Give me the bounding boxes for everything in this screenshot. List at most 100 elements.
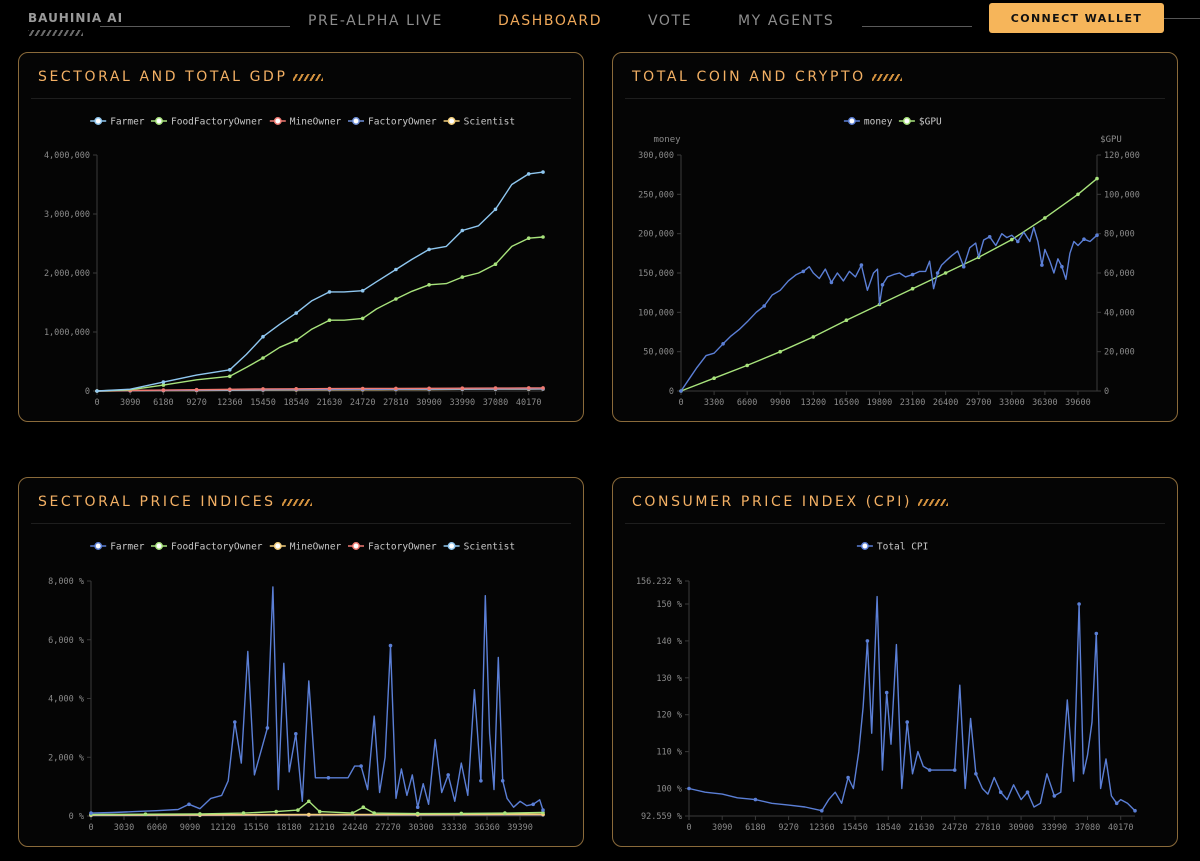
data-point — [233, 720, 237, 724]
legend-item-mineowner[interactable]: MineOwner — [269, 542, 342, 553]
series-line — [688, 595, 1136, 812]
data-point — [326, 776, 331, 780]
data-point — [531, 802, 535, 807]
y-tick-label: 250,000 — [638, 190, 674, 200]
x-tick-label: 13200 — [801, 398, 827, 408]
data-point — [427, 247, 431, 252]
data-point — [1095, 233, 1099, 237]
series-farmer — [89, 586, 545, 815]
legend-item-foodfactoryowner[interactable]: FoodFactoryOwner — [151, 117, 263, 128]
legend-label: Farmer — [110, 117, 145, 128]
data-point — [89, 811, 93, 815]
x-tick-label: 39600 — [1065, 398, 1091, 408]
legend-item-scientist[interactable]: Scientist — [443, 542, 515, 553]
y-tick-label: 100,000 — [638, 308, 674, 318]
series-line — [90, 800, 544, 816]
data-point — [859, 263, 864, 267]
x-tick-label: 18540 — [875, 823, 901, 833]
connect-wallet-button[interactable]: CONNECT WALLET — [989, 3, 1164, 33]
legend-item-total-cpi[interactable]: Total CPI — [856, 542, 928, 553]
data-point — [829, 280, 834, 285]
x-tick-label: 30300 — [408, 823, 434, 833]
price-chart[interactable]: Farmer FoodFactoryOwner MineOwner FactoryOw… — [19, 478, 585, 848]
data-point — [228, 368, 232, 372]
nav-divider-right — [862, 26, 972, 27]
panel-title: SECTORAL PRICE INDICES — [38, 494, 312, 510]
nav-vote[interactable]: VOTE — [648, 13, 693, 29]
x-tick-label: 9900 — [770, 398, 790, 408]
data-point — [987, 235, 992, 239]
x-tick-label: 21630 — [909, 823, 935, 833]
data-point — [493, 386, 498, 390]
x-tick-label: 39390 — [507, 823, 533, 833]
series-foodfactoryowner — [95, 235, 545, 393]
data-point — [998, 790, 1003, 794]
y-tick-label: 156.232 % — [636, 577, 682, 587]
data-point — [274, 809, 278, 814]
data-point — [910, 286, 915, 291]
data-point — [360, 386, 365, 391]
data-point — [228, 374, 232, 379]
title-separator — [31, 98, 571, 99]
data-point — [541, 386, 545, 390]
x-tick-label: 23100 — [900, 398, 926, 408]
y-tick-label: 50,000 — [643, 348, 674, 358]
y2-tick-label: 100,000 — [1104, 190, 1140, 200]
x-tick-label: 27810 — [383, 398, 409, 408]
legend-item-farmer[interactable]: Farmer — [90, 117, 145, 128]
legend-item-gpu[interactable]: $GPU — [898, 117, 942, 128]
x-tick-label: 18540 — [283, 398, 309, 408]
cpi-chart[interactable]: Total CPI 92.559 % 100 % 110 % 120 % 130 % 140… — [613, 478, 1179, 848]
data-point — [745, 363, 749, 368]
data-point — [721, 342, 725, 346]
y-tick-label: 300,000 — [638, 151, 674, 161]
legend-item-mineowner[interactable]: MineOwner — [269, 117, 342, 128]
legend-item-factoryowner[interactable]: FactoryOwner — [348, 117, 437, 128]
legend-marker — [847, 117, 856, 125]
data-point — [427, 386, 431, 391]
legend-marker — [447, 117, 456, 125]
y-tick-label: 0 — [85, 387, 90, 397]
x-tick-label: 6180 — [745, 823, 765, 833]
x-tick-label: 33000 — [999, 398, 1025, 408]
legend-item-foodfactoryowner[interactable]: FoodFactoryOwner — [151, 542, 263, 553]
legend-item-money[interactable]: money — [843, 117, 893, 128]
y-tick-label: 100 % — [656, 785, 682, 795]
x-tick-label: 24720 — [942, 823, 968, 833]
data-point — [687, 786, 691, 791]
x-tick-label: 24240 — [342, 823, 368, 833]
y2-axis-title: $GPU — [1100, 135, 1122, 145]
wallet-divider — [1164, 18, 1200, 19]
data-point — [446, 773, 451, 777]
nav-my-agents[interactable]: MY AGENTS — [738, 13, 835, 29]
x-tick-label: 9090 — [180, 823, 200, 833]
data-point — [1016, 239, 1020, 244]
y2-tick-label: 60,000 — [1104, 269, 1135, 279]
legend-item-scientist[interactable]: Scientist — [443, 117, 515, 128]
x-tick-label: 6600 — [737, 398, 757, 408]
nav-dashboard[interactable]: DASHBOARD — [498, 13, 603, 29]
data-point — [143, 812, 148, 816]
panel-coin: TOTAL COIN AND CRYPTO money $GPU 0 50,000 10… — [612, 52, 1178, 422]
data-point — [296, 808, 300, 812]
x-tick-label: 16500 — [834, 398, 860, 408]
x-tick-label: 3090 — [120, 398, 140, 408]
nav-pre-alpha-live[interactable]: PRE-ALPHA LIVE — [308, 13, 443, 29]
data-point — [360, 316, 365, 321]
panel-title-text: SECTORAL PRICE INDICES — [38, 494, 276, 510]
series-line — [680, 178, 1098, 392]
panel-title-text: TOTAL COIN AND CRYPTO — [632, 69, 866, 85]
gdp-chart[interactable]: Farmer FoodFactoryOwner MineOwner FactoryOw… — [19, 53, 585, 423]
legend-marker — [860, 542, 869, 550]
data-point — [1043, 216, 1047, 220]
legend-item-farmer[interactable]: Farmer — [90, 542, 145, 553]
data-point — [503, 811, 507, 815]
data-point — [194, 387, 199, 392]
x-tick-label: 30900 — [1008, 823, 1034, 833]
legend-item-factoryowner[interactable]: FactoryOwner — [348, 542, 437, 553]
coin-chart[interactable]: money $GPU 0 50,000 100,000 150,000 200,000 250… — [613, 53, 1179, 423]
data-point — [541, 170, 545, 174]
data-point — [372, 811, 377, 815]
y-tick-label: 130 % — [656, 674, 682, 684]
x-tick-label: 15450 — [842, 823, 868, 833]
